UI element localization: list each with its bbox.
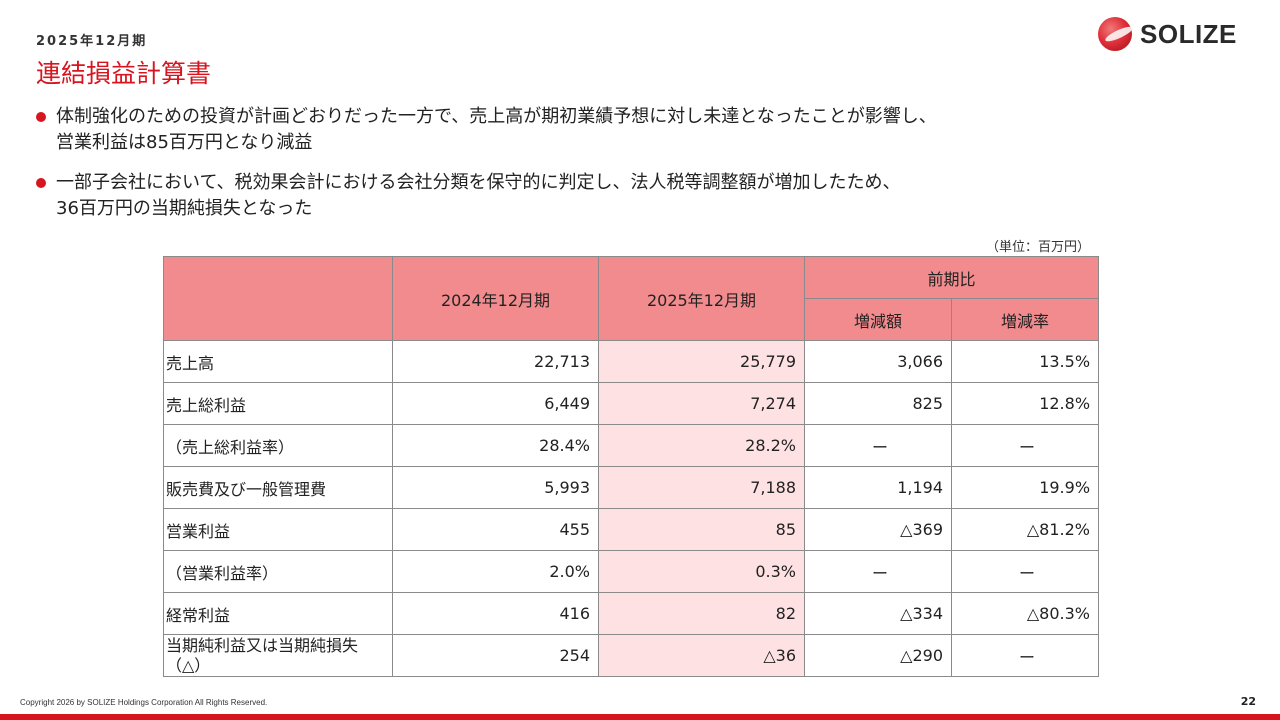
curr-value: 28.2% [598,424,805,467]
row-label: 売上高 [163,340,393,383]
prev-value: 6,449 [392,382,599,425]
table-row: 営業利益 455 85 △369 △81.2% [163,508,1100,551]
bullet-line: 36百万円の当期純損失となった [56,198,313,219]
curr-value: 0.3% [598,550,805,593]
header-comparison: 前期比 [803,256,1100,299]
prev-value: 2.0% [392,550,599,593]
change-rate: △80.3% [950,592,1100,635]
change-rate: 12.8% [950,382,1100,425]
prev-value: 455 [392,508,599,551]
row-label: 営業利益 [163,508,393,551]
bullet-line: 体制強化のための投資が計画どおりだった一方で、売上高が期初業績予想に対し未達とな… [56,106,937,127]
summary-bullets: 体制強化のための投資が計画どおりだった一方で、売上高が期初業績予想に対し未達とな… [36,104,1136,236]
footer-accent-bar [0,714,1280,720]
change-amount: ー [804,424,952,467]
header-curr-period: 2025年12月期 [598,256,805,341]
unit-note: （単位：百万円） [985,240,1090,255]
header-prev-period: 2024年12月期 [392,256,599,341]
row-label: （売上総利益率） [163,424,393,467]
row-label: 販売費及び一般管理費 [163,466,393,509]
prev-value: 416 [392,592,599,635]
table-row: （売上総利益率） 28.4% 28.2% ー ー [163,424,1100,467]
curr-value: 25,779 [598,340,805,383]
bullet-text: 一部子会社において、税効果会計における会社分類を保守的に判定し、法人税等調整額が… [56,170,901,222]
header-change-rate: 増減率 [950,298,1100,341]
change-amount: 1,194 [804,466,952,509]
bullet-item: 一部子会社において、税効果会計における会社分類を保守的に判定し、法人税等調整額が… [36,170,1136,222]
table-row: 売上高 22,713 25,779 3,066 13.5% [163,340,1100,383]
row-label: 当期純利益又は当期純損失 （△） [163,634,393,677]
change-rate: ー [950,634,1100,677]
change-amount: △369 [804,508,952,551]
bullet-dot-icon [36,112,46,122]
curr-value: 82 [598,592,805,635]
company-logo: SOLIZE [1098,16,1248,52]
logo-sphere-icon [1098,17,1132,51]
table-row: 売上総利益 6,449 7,274 825 12.8% [163,382,1100,425]
table-row: （営業利益率） 2.0% 0.3% ー ー [163,550,1100,593]
change-rate: 13.5% [950,340,1100,383]
row-label: 経常利益 [163,592,393,635]
row-label-line: 当期純利益又は当期純損失 [166,635,359,655]
bullet-line: 営業利益は85百万円となり減益 [56,132,313,153]
change-rate: ー [950,550,1100,593]
row-label: 売上総利益 [163,382,393,425]
page-title: 連結損益計算書 [36,59,212,88]
change-rate: △81.2% [950,508,1100,551]
header-change-amount: 増減額 [804,298,952,341]
fiscal-period-label: 2025年12月期 [36,34,148,49]
change-amount: 3,066 [804,340,952,383]
change-rate: 19.9% [950,466,1100,509]
change-rate: ー [950,424,1100,467]
prev-value: 254 [392,634,599,677]
copyright-notice: Copyright 2026 by SOLIZE Holdings Corpor… [20,698,268,707]
logo-text: SOLIZE [1140,18,1237,49]
bullet-item: 体制強化のための投資が計画どおりだった一方で、売上高が期初業績予想に対し未達とな… [36,104,1136,156]
table-row: 販売費及び一般管理費 5,993 7,188 1,194 19.9% [163,466,1100,509]
row-label: （営業利益率） [163,550,393,593]
header-blank [163,256,393,341]
change-amount: ー [804,550,952,593]
change-amount: △290 [804,634,952,677]
page-number: 22 [1240,695,1256,708]
prev-value: 28.4% [392,424,599,467]
bullet-line: 一部子会社において、税効果会計における会社分類を保守的に判定し、法人税等調整額が… [56,172,901,193]
bullet-dot-icon [36,178,46,188]
change-amount: 825 [804,382,952,425]
prev-value: 5,993 [392,466,599,509]
prev-value: 22,713 [392,340,599,383]
bullet-text: 体制強化のための投資が計画どおりだった一方で、売上高が期初業績予想に対し未達とな… [56,104,937,156]
table-row: 経常利益 416 82 △334 △80.3% [163,592,1100,635]
income-statement-table: 2024年12月期 2025年12月期 前期比 増減額 増減率 売上高 22,7… [163,256,1100,677]
curr-value: 85 [598,508,805,551]
row-label-line: （△） [166,655,211,675]
curr-value: △36 [598,634,805,677]
change-amount: △334 [804,592,952,635]
curr-value: 7,274 [598,382,805,425]
table-row: 当期純利益又は当期純損失 （△） 254 △36 △290 ー [163,634,1100,677]
curr-value: 7,188 [598,466,805,509]
